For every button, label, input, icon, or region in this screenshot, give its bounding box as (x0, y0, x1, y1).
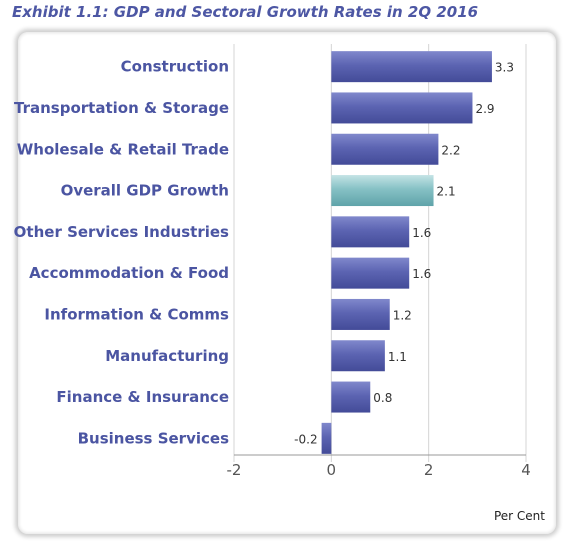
category-label: Manufacturing (105, 347, 229, 365)
bar-accommodation-and-food (331, 257, 410, 289)
category-label: Other Services Industries (14, 223, 229, 241)
data-label: 1.6 (412, 226, 431, 240)
chart-title: Exhibit 1.1: GDP and Sectoral Growth Rat… (12, 3, 479, 21)
data-label: -0.2 (294, 432, 317, 446)
category-label: Overall GDP Growth (61, 182, 229, 200)
bar-wholesale-and-retail-trade (331, 133, 439, 165)
category-label: Construction (121, 58, 229, 76)
x-tick-label: 2 (424, 461, 434, 479)
data-label: 3.3 (495, 61, 514, 75)
category-label: Business Services (78, 429, 229, 447)
category-label: Transportation & Storage (14, 99, 229, 117)
x-axis-title: Per Cent (494, 509, 545, 523)
category-label: Information & Comms (44, 305, 229, 323)
bar-manufacturing (331, 340, 385, 372)
bar-information-and-comms (331, 298, 390, 330)
category-label: Accommodation & Food (29, 264, 229, 282)
bar-overall-gdp-growth (331, 175, 434, 207)
x-tick-label: 0 (327, 461, 337, 479)
data-label: 2.1 (437, 185, 456, 199)
data-label: 2.9 (475, 102, 494, 116)
data-label: 2.2 (441, 143, 460, 157)
bar-other-services-industries (331, 216, 410, 248)
bar-transportation-and-storage (331, 92, 473, 124)
bar-finance-and-insurance (331, 381, 371, 413)
x-tick-label: -2 (227, 461, 242, 479)
category-label: Wholesale & Retail Trade (17, 140, 229, 158)
x-tick-label: 4 (521, 461, 531, 479)
bar-construction (331, 51, 492, 83)
category-label: Finance & Insurance (56, 388, 229, 406)
data-label: 0.8 (373, 391, 392, 405)
data-label: 1.1 (388, 350, 407, 364)
data-label: 1.2 (393, 308, 412, 322)
bar-business-services (321, 422, 332, 454)
data-label: 1.6 (412, 267, 431, 281)
